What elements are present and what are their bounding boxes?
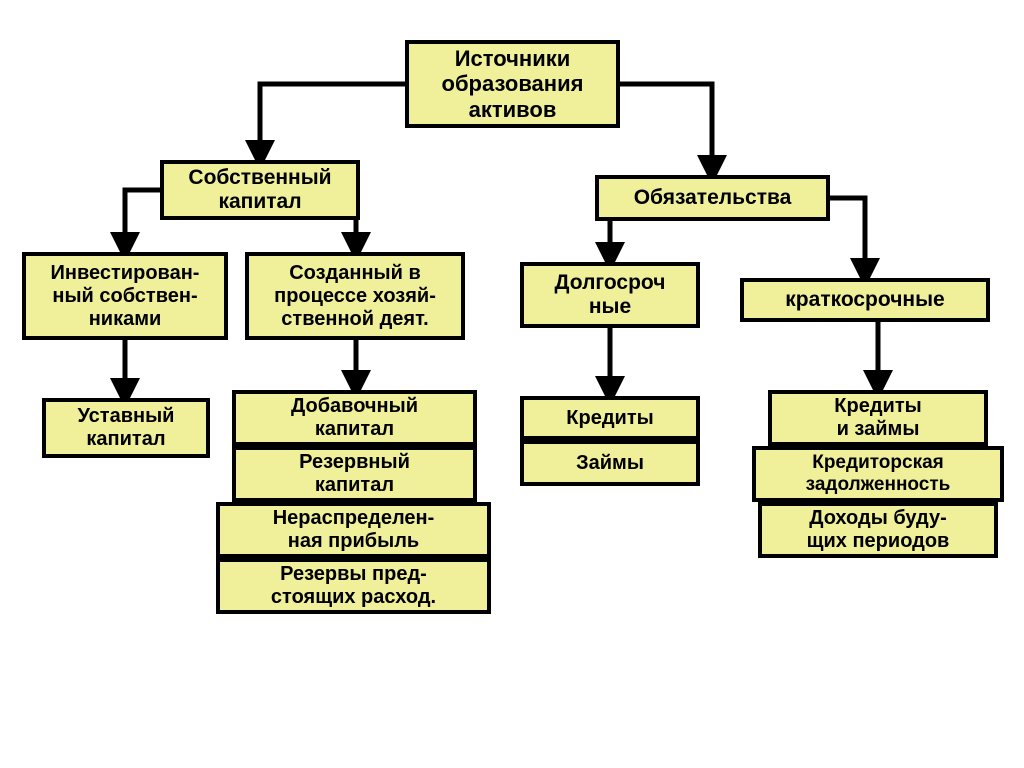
node-payables: Кредиторскаязадолженность bbox=[752, 446, 1004, 502]
node-liab: Обязательства bbox=[595, 175, 830, 221]
node-shortterm: краткосрочные bbox=[740, 278, 990, 322]
node-addcap: Добавочныйкапитал bbox=[232, 390, 477, 446]
node-rescap: Резервныйкапитал bbox=[232, 446, 477, 502]
node-credits: Кредиты bbox=[520, 396, 700, 440]
edge-equity-to-invested bbox=[125, 190, 160, 252]
node-created: Созданный впроцессе хозяй-ственной деят. bbox=[245, 252, 465, 340]
edge-root-to-equity bbox=[260, 84, 405, 160]
edge-root-to-liab bbox=[620, 84, 712, 175]
node-credloans: Кредитыи займы bbox=[768, 390, 988, 446]
node-futincome: Доходы буду-щих периодов bbox=[758, 502, 998, 558]
edge-liab-to-shortterm bbox=[830, 198, 865, 278]
node-root: Источникиобразованияактивов bbox=[405, 40, 620, 128]
node-charter: Уставныйкапитал bbox=[42, 398, 210, 458]
node-equity: Собственныйкапитал bbox=[160, 160, 360, 220]
node-longterm: Долгосрочные bbox=[520, 262, 700, 328]
node-retearn: Нераспределен-ная прибыль bbox=[216, 502, 491, 558]
node-futreserve: Резервы пред-стоящих расход. bbox=[216, 558, 491, 614]
node-loans: Займы bbox=[520, 440, 700, 486]
node-invested: Инвестирован-ный собствен-никами bbox=[22, 252, 228, 340]
